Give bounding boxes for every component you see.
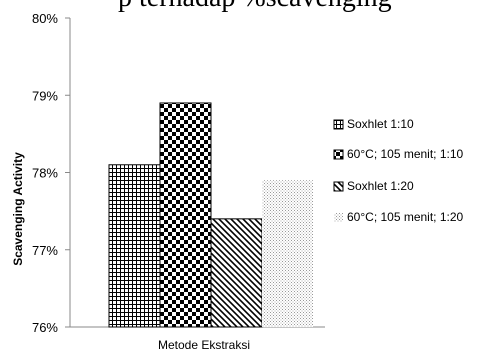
clipped-heading-text: p terhadap %scavenging bbox=[118, 0, 392, 14]
bar-3 bbox=[210, 218, 263, 328]
legend-label: Soxhlet 1:20 bbox=[347, 179, 414, 193]
legend-swatch bbox=[334, 213, 343, 222]
y-tick-label: 77% bbox=[32, 243, 58, 258]
legend: Soxhlet 1:10 60°C; 105 menit; 1:10 Soxhlet… bbox=[333, 117, 464, 224]
legend-label: 60°C; 105 menit; 1:10 bbox=[347, 147, 464, 161]
legend-swatch bbox=[333, 149, 344, 160]
bar-1 bbox=[108, 164, 161, 328]
legend-swatch bbox=[333, 119, 344, 130]
y-tick-label: 79% bbox=[32, 88, 58, 103]
y-axis-title: Scavenging Activity bbox=[11, 152, 25, 266]
legend-label: 60°C; 105 menit; 1:20 bbox=[347, 210, 464, 224]
legend-swatch bbox=[333, 181, 344, 192]
y-axis-ticks: 76% 77% 78% 79% 80% bbox=[32, 11, 70, 335]
y-tick-label: 78% bbox=[32, 166, 58, 181]
legend-label: Soxhlet 1:10 bbox=[347, 117, 414, 131]
y-tick-label: 80% bbox=[32, 11, 58, 26]
x-axis-title: Metode Ekstraksi bbox=[158, 338, 250, 352]
bar-4 bbox=[262, 180, 313, 327]
bar-2 bbox=[159, 102, 212, 328]
bars bbox=[108, 102, 313, 328]
y-tick-label: 76% bbox=[32, 320, 58, 335]
